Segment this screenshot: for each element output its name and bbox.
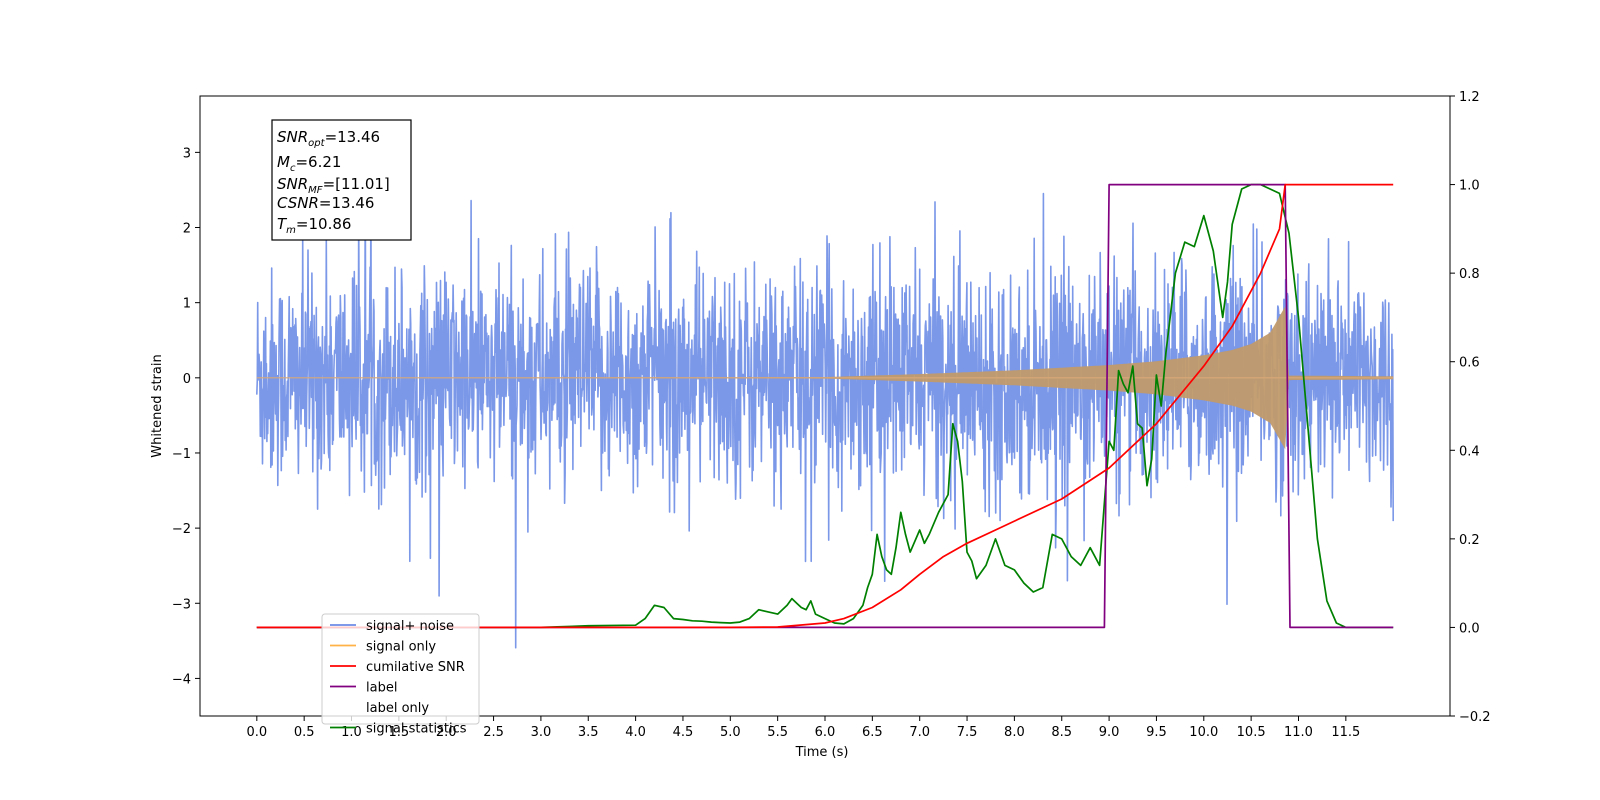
y2-tick-label: 0.0	[1459, 621, 1480, 636]
x-tick-label: 5.0	[720, 725, 741, 740]
x-tick-label: 11.0	[1284, 725, 1313, 740]
y-tick-label: −3	[172, 597, 191, 612]
stats-csnr: CSNR=13.46	[277, 194, 374, 212]
y2-tick-label: 1.0	[1459, 179, 1480, 194]
legend-item: label	[330, 681, 397, 696]
x-tick-label: 7.0	[909, 725, 930, 740]
y2-tick-label: 0.2	[1459, 533, 1480, 548]
y2-tick-label: 0.8	[1459, 267, 1480, 282]
x-tick-label: 10.5	[1237, 725, 1266, 740]
series-signal-noise	[256, 171, 1394, 649]
y-tick-label: −2	[172, 522, 191, 537]
right-axis-series	[256, 183, 1394, 629]
y-tick-label: −4	[172, 672, 191, 687]
legend-item: label only	[330, 701, 429, 716]
x-tick-label: 7.5	[957, 725, 978, 740]
stats-mc: Mc=6.21	[277, 153, 341, 174]
legend-item: signal only	[330, 640, 436, 655]
x-tick-label: 9.0	[1099, 725, 1120, 740]
y2-tick-label: 0.6	[1459, 356, 1480, 371]
y-tick-label: −1	[172, 447, 191, 462]
stats-snr-mf: SNRMF=[11.01]	[277, 175, 390, 196]
x-tick-label: 1.0	[341, 725, 362, 740]
legend-item: signal+ noise	[330, 619, 454, 634]
signal-noise-line	[256, 171, 1394, 649]
x-tick-label: 8.0	[1004, 725, 1025, 740]
legend-label: label only	[366, 701, 429, 716]
x-tick-label: 3.5	[578, 725, 599, 740]
x-tick-label: 11.5	[1331, 725, 1360, 740]
x-tick-label: 4.5	[673, 725, 694, 740]
stats-box: SNRopt=13.46 Mc=6.21 SNRMF=[11.01] CSNR=…	[271, 119, 412, 241]
y-axis-label: Whitened strain	[150, 354, 165, 457]
x-tick-label: 5.5	[767, 725, 788, 740]
legend-label: label	[366, 681, 397, 696]
x-tick-label: 3.0	[531, 725, 552, 740]
label-line	[256, 183, 1394, 629]
x-tick-label: 10.0	[1189, 725, 1218, 740]
x-axis: 0.0 0.5 1.0 1.5 2.0 2.5 3.0 3.5 4.0 4.5 5.0 5.5 6.0 6…	[246, 716, 1360, 740]
legend-item: cumilative SNR	[330, 660, 465, 675]
x-tick-label: 6.5	[862, 725, 883, 740]
x-tick-label: 2.0	[436, 725, 457, 740]
legend-label: signal+ noise	[366, 619, 454, 634]
x-tick-label: 0.0	[246, 725, 267, 740]
stats-tm: Tm=10.86	[277, 215, 351, 236]
y-axis-right: 1.2 1.0 0.8 0.6 0.4 0.2 0.0 −0.2	[1450, 90, 1491, 725]
stats-snr-opt: SNRopt=13.46	[277, 128, 380, 149]
y-tick-label: 0	[183, 372, 191, 387]
x-tick-label: 4.0	[625, 725, 646, 740]
legend-label: signal statistics	[366, 722, 467, 737]
x-tick-label: 6.0	[815, 725, 836, 740]
x-tick-label: 9.5	[1146, 725, 1167, 740]
legend-label: signal only	[366, 640, 436, 655]
y2-tick-label: 0.4	[1459, 444, 1480, 459]
x-tick-label: 8.5	[1051, 725, 1072, 740]
legend: signal+ noise signal only cumilative SNR la…	[321, 613, 480, 737]
y2-tick-label: 1.2	[1459, 90, 1480, 105]
legend-label: cumilative SNR	[366, 660, 465, 675]
y-tick-label: 1	[183, 297, 191, 312]
y-tick-label: 3	[183, 146, 191, 161]
y-tick-label: 2	[183, 222, 191, 237]
series-signal-only	[256, 306, 1394, 450]
x-tick-label: 0.5	[294, 725, 315, 740]
y-axis-left: 3 2 1 0 −1 −2 −3 −4	[172, 146, 200, 687]
x-tick-label: 2.5	[483, 725, 504, 740]
signal-statistics-line	[256, 183, 1394, 629]
cumilative-snr-line	[256, 183, 1394, 629]
y2-tick-label: −0.2	[1459, 710, 1491, 725]
legend-item: signal statistics	[330, 722, 467, 737]
x-axis-label: Time (s)	[795, 745, 849, 760]
x-tick-label: 1.5	[389, 725, 410, 740]
